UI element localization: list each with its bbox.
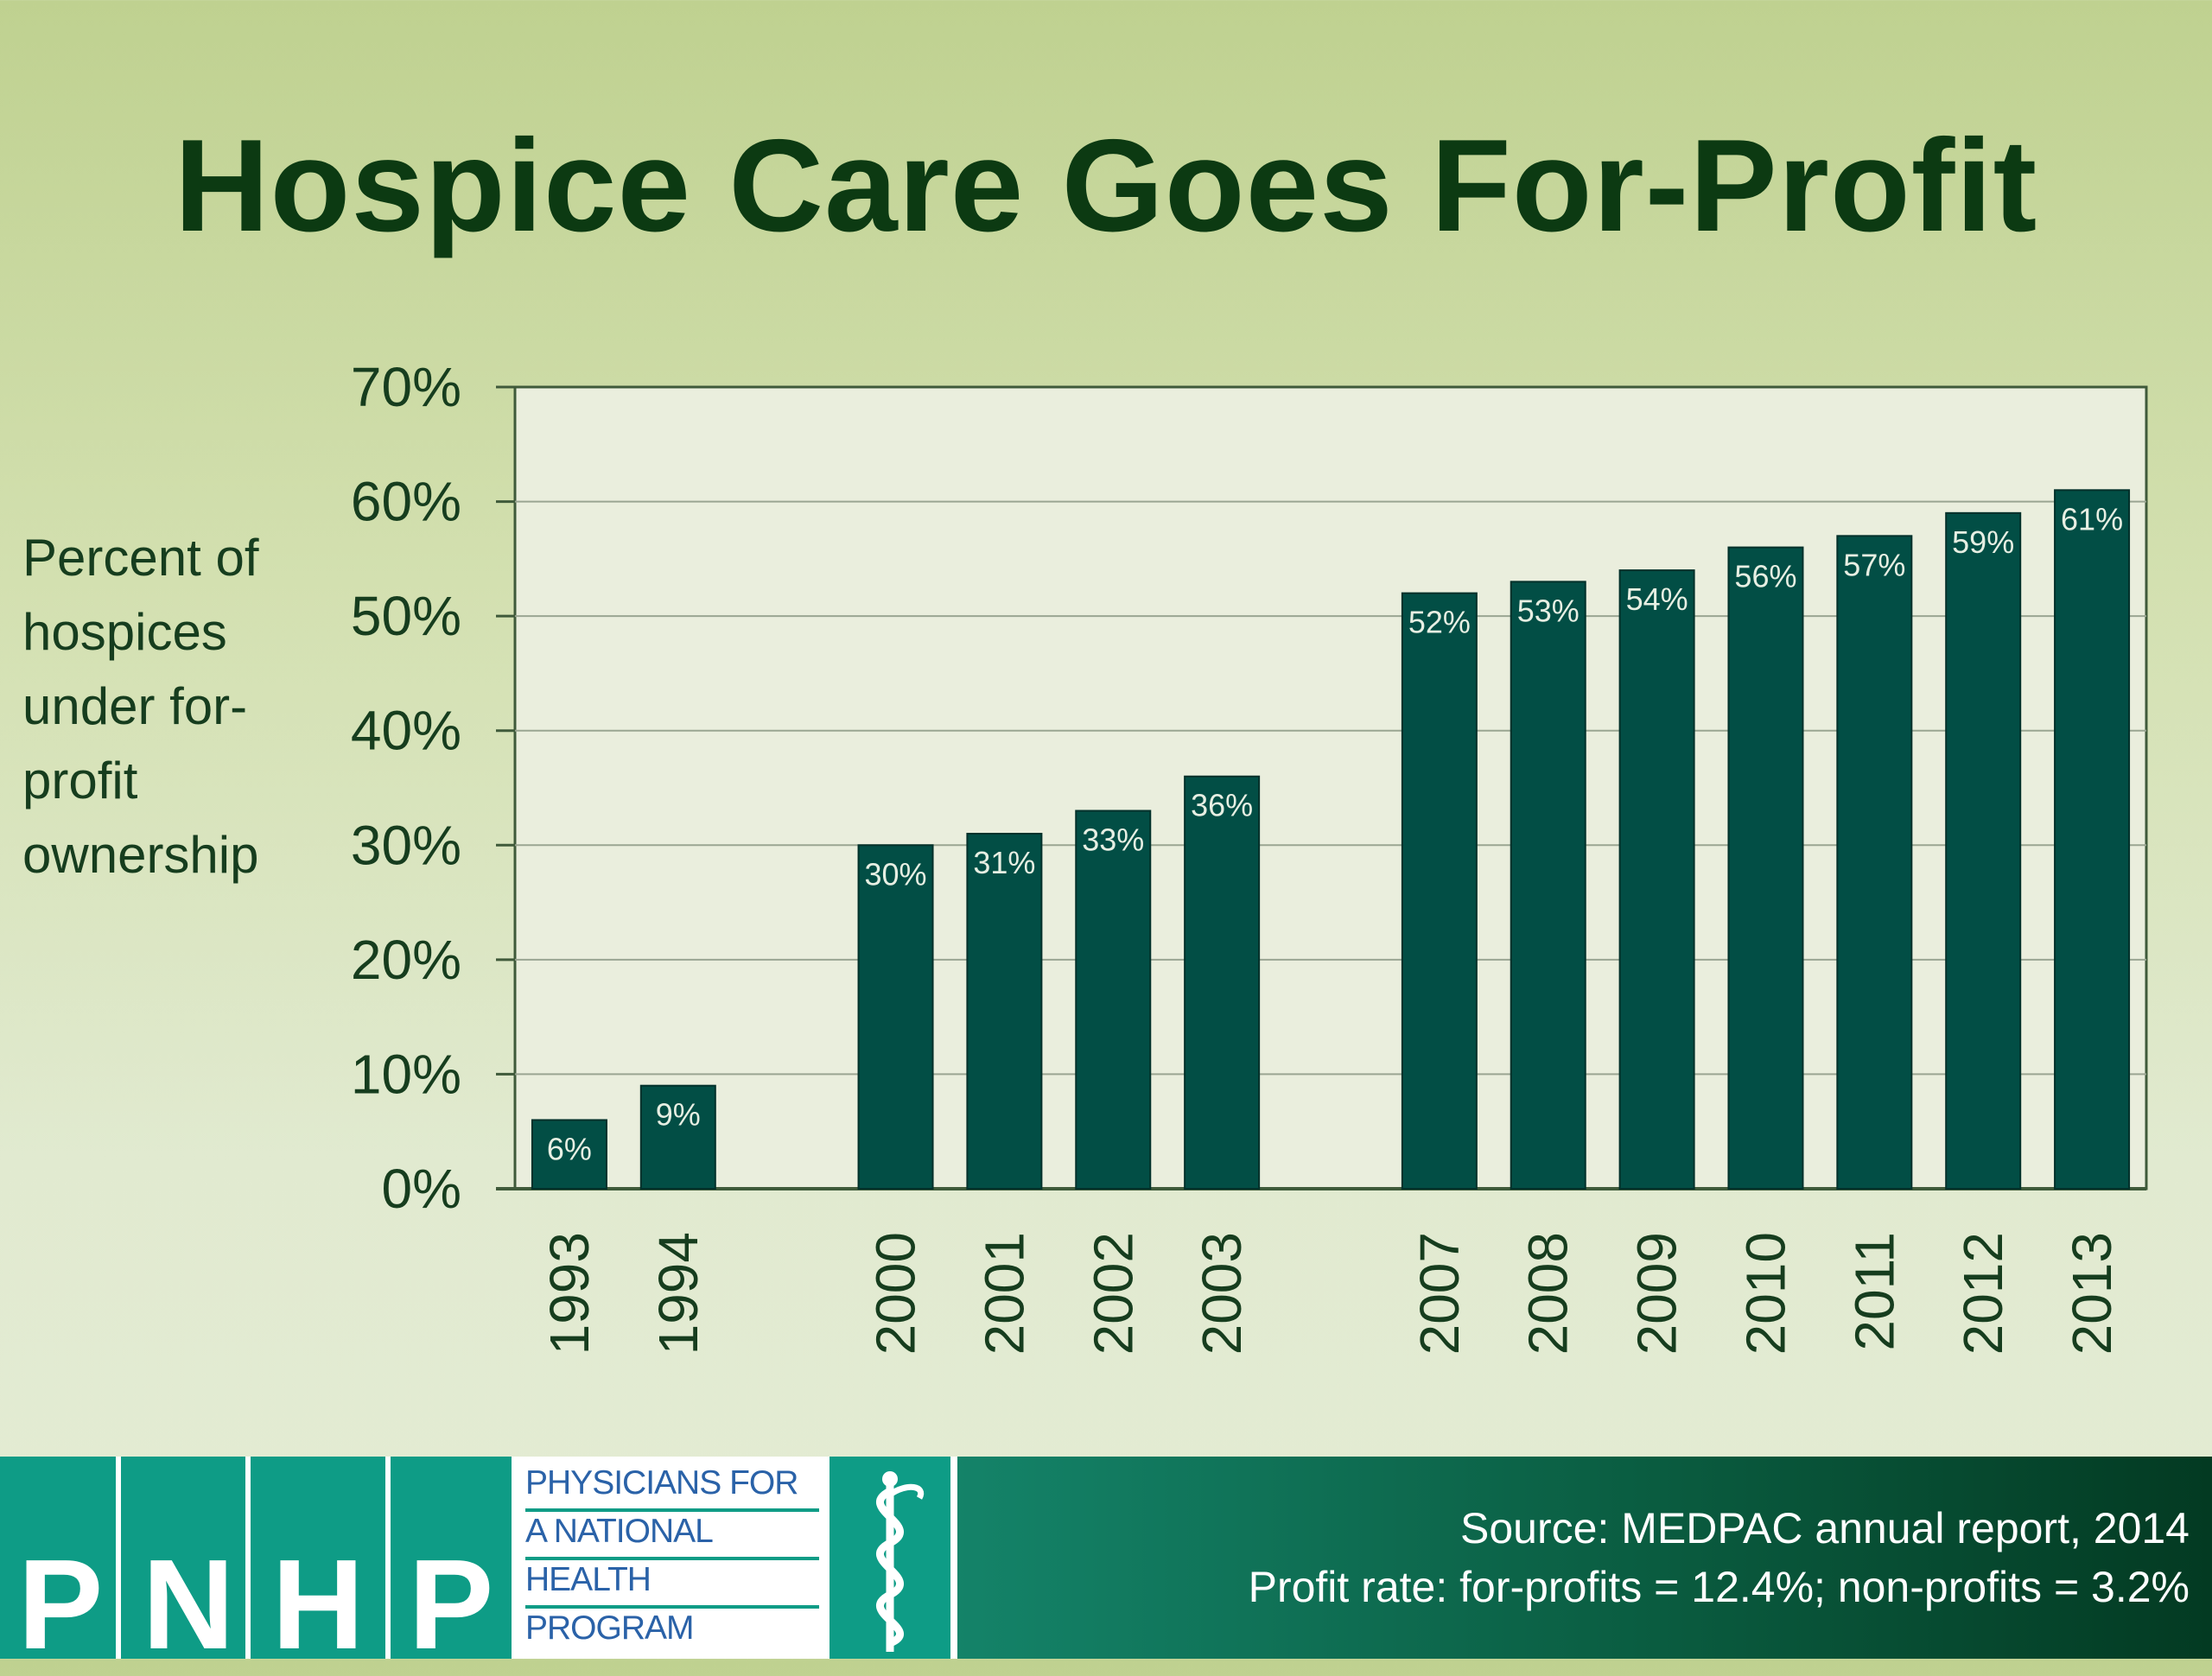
bar (1401, 592, 1478, 1190)
data-label: 52% (1408, 605, 1471, 640)
data-label: 6% (547, 1131, 592, 1166)
x-tick-label: 1994 (647, 1232, 709, 1355)
y-axis-label-line: hospices (22, 603, 227, 661)
bar (1184, 775, 1261, 1190)
data-label: 57% (1843, 547, 1905, 582)
source-note: Source: MEDPAC annual report, 2014 (1460, 1504, 2190, 1552)
y-axis-label-line: profit (22, 752, 138, 809)
data-label: 56% (1734, 559, 1796, 594)
x-tick-label: 2000 (865, 1232, 927, 1355)
bar (1945, 511, 2022, 1190)
y-axis-label: Percent of hospices under for- profit ow… (22, 521, 308, 892)
logo-letter: P (17, 1533, 104, 1676)
y-tick-label: 50% (351, 585, 461, 647)
x-tick-label: 1993 (538, 1232, 601, 1355)
bar (1618, 569, 1695, 1190)
data-label: 53% (1517, 593, 1580, 628)
logo-text-line: PROGRAM (525, 1609, 695, 1647)
y-tick-label: 40% (351, 700, 461, 762)
bar (966, 833, 1043, 1190)
bar (857, 844, 934, 1190)
x-tick-label: 2013 (2061, 1232, 2123, 1355)
logo-text-line: PHYSICIANS FOR (525, 1464, 798, 1501)
data-label: 54% (1626, 581, 1688, 617)
caduceus-icon (830, 1457, 957, 1659)
y-tick-label: 30% (351, 814, 461, 876)
y-tick-label: 0% (382, 1158, 462, 1220)
x-tick-label: 2003 (1191, 1232, 1253, 1355)
y-tick-label: 20% (351, 929, 461, 991)
bar (1836, 535, 1913, 1190)
logo-letters: P N H P (0, 1457, 512, 1676)
logo-letter: N (142, 1533, 235, 1676)
logo-text-line: HEALTH (525, 1561, 652, 1598)
data-label: 59% (1952, 524, 2014, 560)
y-axis-label-line: ownership (22, 826, 259, 884)
slide-title: Hospice Care Goes For-Profit (174, 112, 2038, 259)
logo-text-line: A NATIONAL (525, 1513, 714, 1550)
bar-chart: 0% 10% 20% 30% 40% 50% 60% 70% 6% 1993 9% 1994 30% 20… (351, 356, 2148, 1355)
pnhp-logo: P N H P PHYSICIANS FOR A NATIONAL HEALTH… (0, 1457, 957, 1676)
y-tick-label: 70% (351, 356, 461, 418)
bar (2054, 489, 2131, 1190)
x-tick-label: 2002 (1082, 1232, 1144, 1355)
y-axis-label-line: Percent of (22, 529, 259, 587)
logo-letter: H (271, 1533, 365, 1676)
bar (1727, 546, 1804, 1190)
bar (531, 1119, 607, 1190)
data-label: 31% (973, 845, 1035, 880)
data-label: 33% (1082, 822, 1144, 858)
y-tick-label: 10% (351, 1043, 461, 1105)
x-tick-label: 2009 (1626, 1232, 1688, 1355)
x-tick-label: 2008 (1517, 1232, 1580, 1355)
logo-letter: P (408, 1533, 494, 1676)
profit-rate-note: Profit rate: for-profits = 12.4%; non-pr… (1248, 1563, 2190, 1611)
data-label: 61% (2061, 501, 2123, 536)
logo-text: PHYSICIANS FOR A NATIONAL HEALTH PROGRAM (512, 1457, 830, 1659)
footer-banner: P N H P PHYSICIANS FOR A NATIONAL HEALTH… (0, 1457, 2212, 1676)
bar (1510, 581, 1586, 1190)
x-tick-label: 2011 (1843, 1232, 1905, 1351)
y-tick-label: 60% (351, 471, 461, 533)
data-label: 30% (865, 856, 927, 892)
x-tick-label: 2007 (1408, 1232, 1471, 1355)
bar (1075, 809, 1152, 1190)
data-label: 9% (656, 1097, 701, 1133)
y-axis-label-line: under for- (22, 677, 248, 735)
x-tick-label: 2010 (1734, 1232, 1796, 1355)
x-tick-label: 2001 (973, 1232, 1035, 1355)
x-tick-label: 2012 (1952, 1232, 2014, 1355)
bar (639, 1084, 716, 1190)
data-label: 36% (1191, 788, 1253, 823)
